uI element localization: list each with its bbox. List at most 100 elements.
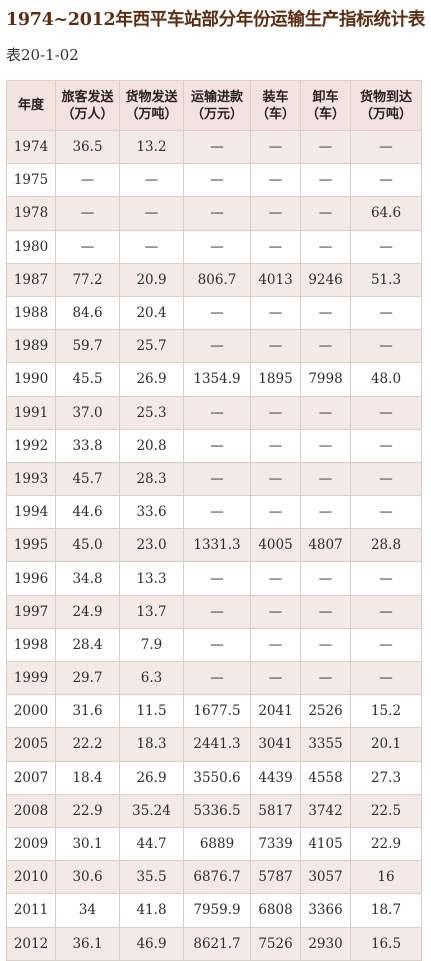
year-cell: 1997 xyxy=(6,594,56,629)
table-cell: 18.7 xyxy=(350,893,422,928)
table-cell: 1354.9 xyxy=(183,362,251,397)
table-cell: — xyxy=(350,594,422,629)
year-cell: 2005 xyxy=(6,727,56,762)
column-header-label: 卸车 xyxy=(312,89,339,105)
table-cell: 34 xyxy=(55,893,120,928)
year-cell: 1988 xyxy=(6,295,56,331)
table-cell: 7339 xyxy=(250,826,301,862)
column-header-label: 运输进款 xyxy=(190,89,243,105)
table-cell: — xyxy=(183,660,251,696)
table-cell: — xyxy=(183,395,251,430)
table-row: 1994 44.6 33.6— — — — xyxy=(6,495,422,530)
table-cell: — xyxy=(300,196,351,231)
column-header-label: 装车 xyxy=(262,89,289,105)
table-cell: — xyxy=(350,495,422,530)
year-cell: 2000 xyxy=(6,694,56,729)
table-cell: 5787 xyxy=(250,860,301,895)
table-cell: — xyxy=(300,163,351,198)
column-header-label: 货物发送 xyxy=(125,89,178,105)
column-header: 装车 （车） xyxy=(250,80,301,131)
table-cell: 34.8 xyxy=(55,561,120,596)
table-cell: — xyxy=(350,163,422,198)
table-row: 1998 28.4 7.9— — — — xyxy=(6,627,422,663)
table-cell: — xyxy=(183,229,251,264)
table-cell: — xyxy=(183,627,251,663)
table-cell: — xyxy=(183,561,251,596)
year-cell: 1998 xyxy=(6,627,56,663)
table-body: 1974 36.5 13.2— — — —1975— — — — — —1978— — — — —64.6 1… xyxy=(6,129,422,961)
table-row: 1996 34.8 13.3— — — — xyxy=(6,561,422,596)
table-cell: — xyxy=(300,495,351,530)
year-cell: 1980 xyxy=(6,229,56,264)
table-row: 1990 45.5 26.9 1354.9 1895 7998 48.0 xyxy=(6,362,422,397)
table-row: 1999 29.7 6.3— — — — xyxy=(6,660,422,696)
table-cell: 4558 xyxy=(300,760,351,795)
table-cell: — xyxy=(250,295,301,331)
table-cell: 13.3 xyxy=(119,561,184,596)
table-cell: 45.5 xyxy=(55,362,120,397)
table-row: 2012 36.1 46.9 8621.7 7526 2930 16.5 xyxy=(6,926,422,961)
table-cell: 36.5 xyxy=(55,129,120,165)
table-cell: — xyxy=(350,329,422,364)
table-cell: 33.6 xyxy=(119,495,184,530)
table-row: 2010 30.6 35.5 6876.7 5787 3057 16 xyxy=(6,860,422,895)
table-cell: 7.9 xyxy=(119,627,184,663)
statistics-table: 年度 旅客发送 （万人） 货物发送 （万吨） 运输进款 （万元） 装车 （车） 卸车 （车） 货物到达… xyxy=(6,80,422,961)
table-cell: — xyxy=(250,129,301,165)
year-cell: 1994 xyxy=(6,495,56,530)
column-header-label: 年度 xyxy=(17,98,44,113)
year-cell: 1974 xyxy=(6,129,56,165)
table-cell: 20.4 xyxy=(119,295,184,331)
table-row: 1975— — — — — — xyxy=(6,163,422,198)
table-cell: — xyxy=(183,163,251,198)
table-cell: 3550.6 xyxy=(183,760,251,795)
table-cell: 7959.9 xyxy=(183,893,251,928)
year-cell: 2009 xyxy=(6,826,56,862)
table-cell: — xyxy=(183,461,251,497)
table-cell: — xyxy=(350,229,422,264)
table-cell: 16 xyxy=(350,860,422,895)
table-cell: — xyxy=(350,129,422,165)
table-cell: 4005 xyxy=(250,528,301,563)
table-cell: — xyxy=(250,594,301,629)
table-row: 1989 59.7 25.7— — — — xyxy=(6,329,422,364)
table-cell: — xyxy=(300,329,351,364)
table-cell: 6.3 xyxy=(119,660,184,696)
table-cell: — xyxy=(300,561,351,596)
year-cell: 2010 xyxy=(6,860,56,895)
table-cell: — xyxy=(183,594,251,629)
table-cell: — xyxy=(55,229,120,264)
table-cell: — xyxy=(183,428,251,463)
table-cell: — xyxy=(250,660,301,696)
table-row: 1995 45.0 23.0 1331.3 4005 4807 28.8 xyxy=(6,528,422,563)
table-cell: 6808 xyxy=(250,893,301,928)
table-cell: 41.8 xyxy=(119,893,184,928)
table-cell: — xyxy=(250,196,301,231)
table-cell: 5817 xyxy=(250,793,301,828)
table-cell: 77.2 xyxy=(55,262,120,297)
table-cell: — xyxy=(183,495,251,530)
table-cell: 22.9 xyxy=(350,826,422,862)
table-cell: — xyxy=(300,627,351,663)
table-cell: 28.8 xyxy=(350,528,422,563)
table-row: 2009 30.1 44.7 6889 7339 4105 22.9 xyxy=(6,826,422,862)
table-cell: — xyxy=(183,196,251,231)
year-cell: 1991 xyxy=(6,395,56,430)
year-cell: 2012 xyxy=(6,926,56,961)
table-cell: 22.2 xyxy=(55,727,120,762)
column-header: 货物发送 （万吨） xyxy=(119,80,184,131)
year-cell: 2011 xyxy=(6,893,56,928)
table-cell: — xyxy=(350,561,422,596)
table-cell: 25.3 xyxy=(119,395,184,430)
header-row: 年度 旅客发送 （万人） 货物发送 （万吨） 运输进款 （万元） 装车 （车） 卸车 （车） 货物到达… xyxy=(6,80,422,131)
table-cell: — xyxy=(119,229,184,264)
table-cell: — xyxy=(300,594,351,629)
table-cell: 26.9 xyxy=(119,362,184,397)
table-row: 1991 37.0 25.3— — — — xyxy=(6,395,422,430)
table-row: 1993 45.7 28.3— — — — xyxy=(6,461,422,497)
table-cell: — xyxy=(300,660,351,696)
table-cell: 20.8 xyxy=(119,428,184,463)
table-cell: 3355 xyxy=(300,727,351,762)
table-row: 1974 36.5 13.2— — — — xyxy=(6,129,422,165)
